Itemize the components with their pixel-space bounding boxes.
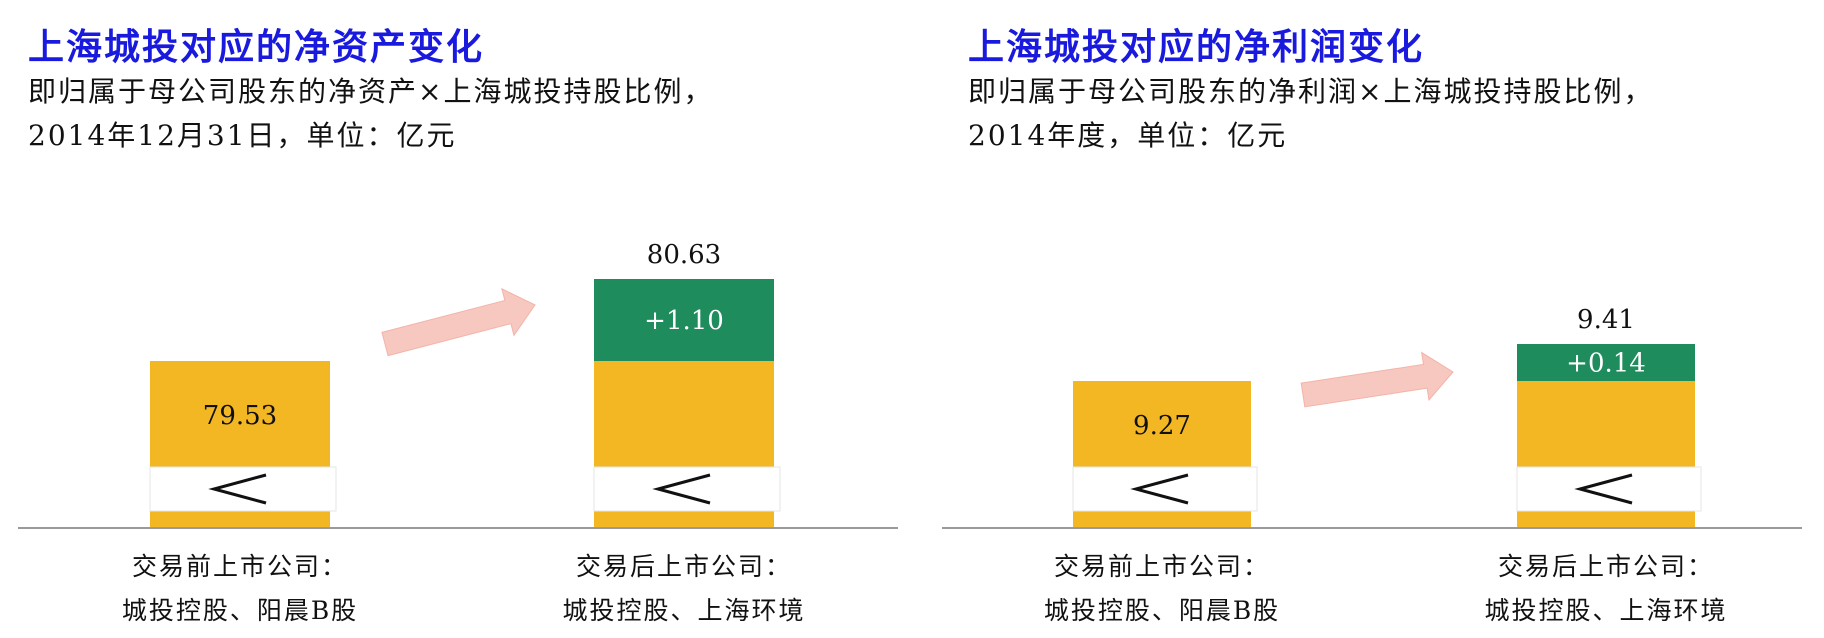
- net-profit-chart: 9.27 交易前上市公司： 城投控股、阳晨B股 +0.14 9.41 交易后上市公司： 城投…: [942, 305, 1802, 625]
- chart-title: 上海城投对应的净资产变化: [28, 26, 485, 68]
- increment-label: +1.10: [644, 306, 724, 336]
- axis-break-band: [149, 466, 337, 512]
- chart-title: 上海城投对应的净利润变化: [968, 26, 1425, 68]
- category-label: 城投控股、上海环境: [562, 596, 805, 625]
- category-label: 城投控股、上海环境: [1484, 596, 1727, 625]
- growth-arrow-shape: [1300, 351, 1454, 408]
- growth-arrow-icon: [1300, 351, 1454, 408]
- chart-subtitle-line2: 2014年度，单位：亿元: [968, 119, 1288, 152]
- category-label: 交易后上市公司：: [576, 552, 792, 581]
- category-label: 交易后上市公司：: [1498, 552, 1714, 581]
- axis-break-symbol: [1130, 473, 1189, 505]
- category-label: 交易前上市公司：: [1054, 552, 1270, 581]
- increment-bar: [594, 279, 774, 361]
- increment-label: +0.14: [1566, 349, 1646, 379]
- axis-break-band: [1516, 466, 1702, 512]
- net-assets-chart: 79.53 交易前上市公司： 城投控股、阳晨B股 +1.10 80.63 交易后上市公司：…: [18, 240, 898, 625]
- chart-subtitle-line2: 2014年12月31日，单位：亿元: [28, 119, 457, 152]
- growth-arrow-icon: [381, 287, 536, 357]
- category-label: 城投控股、阳晨B股: [1044, 596, 1280, 625]
- net-profit-panel: 上海城投对应的净利润变化 即归属于母公司股东的净利润×上海城投持股比例， 201…: [940, 0, 1824, 638]
- axis-break-band: [593, 466, 781, 512]
- category-label: 交易前上市公司：: [132, 552, 348, 581]
- chart-subtitle-line1: 即归属于母公司股东的净资产×上海城投持股比例，: [28, 75, 714, 108]
- chart-subtitle-line1: 即归属于母公司股东的净利润×上海城投持股比例，: [968, 75, 1654, 108]
- bar-value-label: 79.53: [203, 401, 277, 431]
- axis-break-band: [1072, 466, 1258, 512]
- axis-break-symbol: [1574, 473, 1633, 505]
- axis-break-symbol: [652, 473, 711, 505]
- net-assets-panel: 上海城投对应的净资产变化 即归属于母公司股东的净资产×上海城投持股比例， 201…: [18, 26, 898, 625]
- category-label: 城投控股、阳晨B股: [122, 596, 358, 625]
- growth-arrow-shape: [381, 287, 536, 357]
- total-value-label: 9.41: [1577, 305, 1635, 335]
- axis-break-symbol: [208, 473, 267, 505]
- increment-bar: [1517, 344, 1695, 381]
- bar-value-label: 9.27: [1133, 411, 1191, 441]
- total-value-label: 80.63: [647, 240, 721, 270]
